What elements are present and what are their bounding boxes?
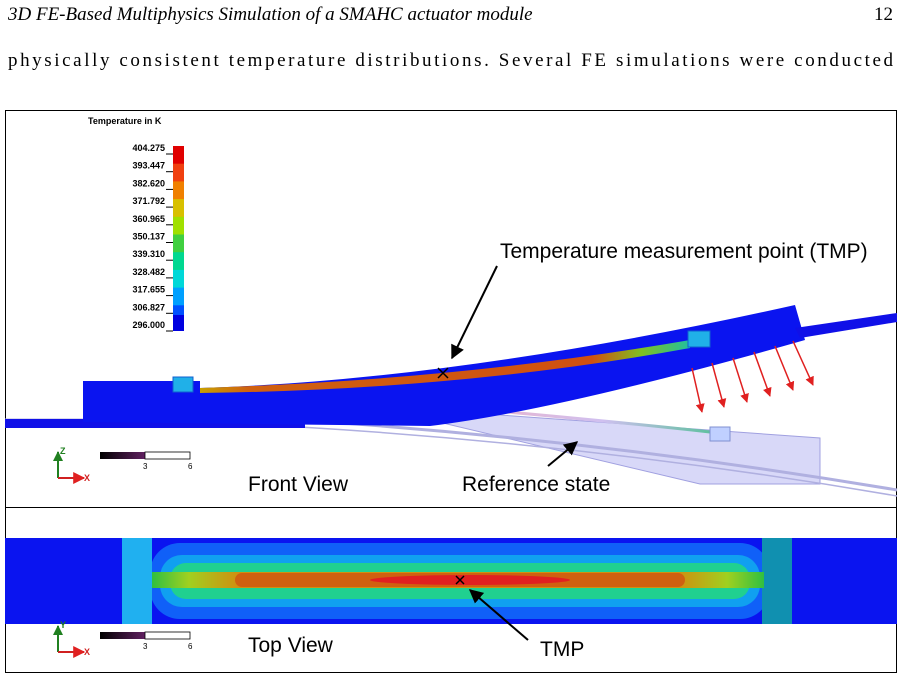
axis-label: X	[84, 473, 90, 483]
legend-label: 393.447	[132, 161, 165, 171]
legend: Temperature in K 404.275 393.447 382.620 37…	[88, 116, 184, 344]
arrow	[468, 589, 529, 641]
colorbar-segment	[173, 216, 184, 235]
arrow	[547, 441, 579, 467]
scale-bar-label: 3	[143, 462, 148, 471]
colorbar-segment	[173, 163, 184, 182]
arrow	[451, 265, 498, 360]
legend-title: Temperature in K	[88, 116, 162, 126]
annotation: TMP	[540, 638, 584, 661]
legend-label: 339.310	[132, 249, 165, 259]
annotation: Temperature measurement point (TMP)	[500, 240, 868, 263]
top-view-overlay: Top View TMP 3 6 Y X	[53, 589, 584, 661]
scale-bar-dark	[100, 452, 145, 459]
scale-bar-light	[144, 451, 191, 460]
header-title: 3D FE-Based Multiphysics Simulation of a…	[7, 4, 533, 25]
page-number: 12	[874, 4, 893, 25]
colorbar-segment	[173, 315, 184, 331]
legend-label: 404.275	[132, 143, 165, 153]
colorbar-segment	[173, 234, 184, 253]
view-label: Top View	[248, 634, 334, 657]
legend-label: 350.137	[132, 232, 165, 242]
legend-label: 371.792	[132, 196, 165, 206]
colorbar-segment	[173, 287, 184, 306]
scale-bar-label: 6	[188, 462, 193, 471]
annotation: Reference state	[462, 473, 610, 496]
front-view-model	[5, 305, 898, 497]
view-label: Front View	[248, 473, 349, 496]
legend-label: 328.482	[132, 267, 165, 277]
colorbar-segment	[173, 199, 184, 218]
scale-bar-label: 3	[143, 642, 148, 651]
top-view-model	[5, 538, 897, 624]
legend-label: 382.620	[132, 178, 165, 188]
axis-label: X	[84, 647, 90, 657]
colorbar-segment	[173, 181, 184, 200]
colorbar-segment	[173, 146, 184, 165]
body-text: physically consistent temperature distri…	[8, 50, 894, 71]
scale-bar-label: 6	[188, 642, 193, 651]
colorbar-segment	[173, 305, 184, 324]
legend-label: 296.000	[132, 320, 165, 330]
axis-label: Z	[60, 446, 66, 456]
axis-label: Y	[60, 620, 66, 630]
colorbar-segment	[173, 269, 184, 289]
scale-bar-light	[144, 631, 191, 640]
scale-bar-dark	[100, 632, 145, 639]
colorbar-segment	[173, 252, 184, 271]
legend-label: 317.655	[132, 285, 165, 295]
legend-label: 360.965	[132, 214, 165, 224]
legend-label: 306.827	[132, 302, 165, 312]
front-view-overlay: Temperature measurement point (TMP) Fron…	[53, 240, 868, 496]
